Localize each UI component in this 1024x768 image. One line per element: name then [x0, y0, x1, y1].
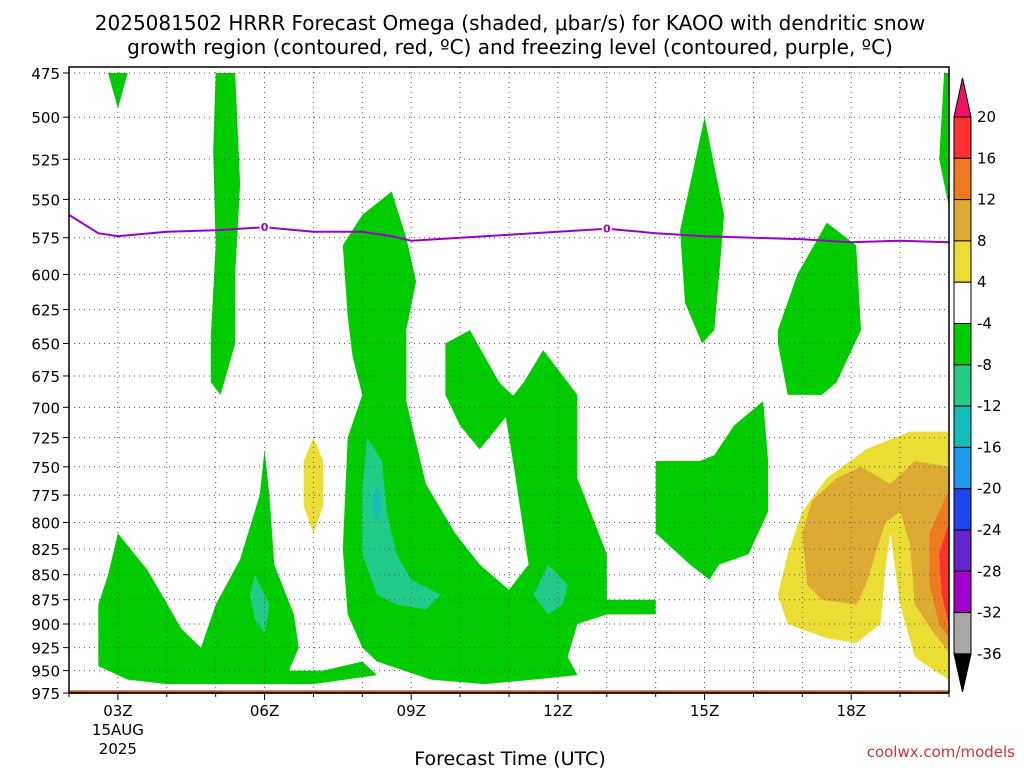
x-tick-date: 15AUG	[92, 721, 144, 739]
omega-region-7	[249, 574, 270, 634]
omega-region-13	[777, 222, 861, 395]
freezing-level-line	[68, 214, 950, 244]
colorbar-label: -8	[977, 356, 992, 374]
colorbar-bin-5	[953, 281, 972, 325]
y-tick-label-650: 650	[31, 335, 60, 353]
y-tick-label-550: 550	[31, 191, 60, 209]
y-tick-label-975: 975	[31, 685, 60, 703]
grid-lines	[68, 67, 950, 694]
y-tick-label-800: 800	[31, 514, 60, 532]
omega-colorbar: 20 16 12 8 4 -4 -8 -12 -16 -20 -24 -28 -32 -36	[953, 77, 1002, 693]
colorbar-label: -12	[977, 397, 1002, 415]
colorbar-label: 4	[977, 273, 987, 291]
x-tick-year: 2025	[99, 740, 137, 758]
omega-region-11	[680, 117, 725, 344]
x-tick-label-18Z: 18Z	[837, 702, 866, 720]
x-tick-label-06Z: 06Z	[250, 702, 279, 720]
colorbar-label: -20	[977, 480, 1002, 498]
colorbar-bin-11	[953, 529, 972, 572]
omega-region-8	[533, 564, 568, 615]
colorbar-bin-7	[953, 364, 972, 407]
colorbar-bin-2	[953, 157, 972, 201]
colorbar-bin-12	[953, 570, 972, 614]
freezing-label-bg-0	[259, 220, 270, 234]
freezing-label-0: 0	[261, 221, 269, 234]
y-tick-label-875: 875	[31, 592, 60, 610]
y-tick-label-500: 500	[31, 109, 60, 127]
y-tick-label-625: 625	[31, 302, 60, 320]
y-tick-label-825: 825	[31, 541, 60, 559]
pressure-axis: 475 500 525 550 575 600 625 650 675 700 725 750 775 8…	[31, 65, 69, 703]
colorbar-bin-1	[953, 116, 972, 159]
colorbar-label: -24	[977, 521, 1002, 539]
omega-region-14	[939, 73, 949, 208]
omega-region-18	[939, 522, 949, 624]
y-tick-label-525: 525	[31, 151, 60, 169]
y-tick-label-850: 850	[31, 567, 60, 585]
colorbar-bin-10	[953, 488, 972, 531]
y-tick-label-900: 900	[31, 616, 60, 634]
credit-link[interactable]: coolwx.com/models	[867, 743, 1015, 761]
omega-region-16	[802, 461, 949, 653]
omega-region-5	[362, 437, 441, 610]
colorbar-label: -4	[977, 315, 992, 333]
omega-shaded-regions	[98, 73, 949, 685]
chart-title-line-2: growth region (contoured, red, ºC) and f…	[127, 35, 893, 59]
colorbar-label: 12	[977, 191, 996, 209]
colorbar-label: -32	[977, 604, 1002, 622]
colorbar-label: -36	[977, 645, 1002, 663]
y-tick-label-700: 700	[31, 399, 60, 417]
y-tick-label-925: 925	[31, 640, 60, 658]
y-tick-label-600: 600	[31, 266, 60, 284]
x-tick-label-12Z: 12Z	[543, 702, 572, 720]
omega-region-2	[98, 449, 378, 685]
y-tick-label-675: 675	[31, 368, 60, 386]
colorbar-label: 20	[977, 108, 996, 126]
y-tick-label-775: 775	[31, 487, 60, 505]
colorbar-bin-8	[953, 405, 972, 448]
freezing-label-1: 0	[603, 223, 611, 236]
colorbar-bin-4	[953, 240, 972, 283]
x-axis-label: Forecast Time (UTC)	[414, 748, 605, 768]
colorbar-bin-13	[953, 612, 972, 655]
omega-region-0	[108, 73, 128, 109]
x-tick-label-09Z: 09Z	[397, 702, 426, 720]
omega-region-10	[445, 330, 519, 450]
colorbar-top-arrow	[953, 77, 972, 118]
y-tick-label-575: 575	[31, 230, 60, 248]
colorbar-label: -28	[977, 562, 1002, 580]
colorbar-bin-9	[953, 446, 972, 490]
omega-region-12	[655, 401, 769, 580]
colorbar-label: -16	[977, 438, 1002, 456]
omega-region-4	[342, 191, 656, 685]
freezing-label-bg-1	[601, 221, 612, 235]
y-tick-label-750: 750	[31, 459, 60, 477]
y-tick-label-950: 950	[31, 663, 60, 681]
omega-region-1	[210, 73, 241, 395]
colorbar-label: 16	[977, 149, 996, 167]
y-tick-label-475: 475	[31, 65, 60, 83]
omega-region-9	[377, 267, 387, 306]
colorbar-label: 8	[977, 232, 987, 250]
colorbar-bin-3	[953, 199, 972, 242]
x-tick-label-03Z: 03Z	[103, 702, 132, 720]
colorbar-bin-6	[953, 323, 972, 366]
colorbar-bottom-arrow	[953, 653, 972, 693]
omega-region-6	[372, 483, 382, 523]
y-tick-label-725: 725	[31, 430, 60, 448]
omega-region-3	[303, 437, 324, 534]
chart-title-line-1: 2025081502 HRRR Forecast Omega (shaded, …	[95, 11, 925, 35]
x-tick-label-15Z: 15Z	[690, 702, 719, 720]
